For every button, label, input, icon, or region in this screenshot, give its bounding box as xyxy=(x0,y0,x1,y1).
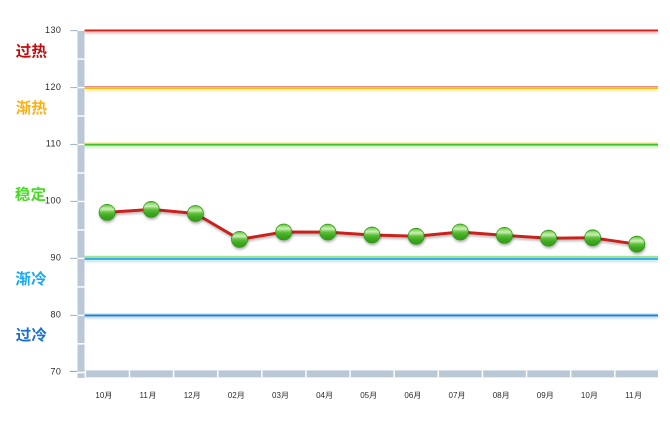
svg-text:90: 90 xyxy=(50,253,61,263)
svg-text:10: 10 xyxy=(581,391,590,400)
svg-text:11: 11 xyxy=(140,391,149,400)
svg-text:04: 04 xyxy=(316,391,325,400)
svg-text:110: 110 xyxy=(46,139,62,149)
svg-text:05: 05 xyxy=(360,391,369,400)
svg-text:130: 130 xyxy=(45,25,61,35)
svg-text:03: 03 xyxy=(272,391,281,400)
svg-text:06: 06 xyxy=(404,391,413,400)
svg-text:12: 12 xyxy=(184,391,193,400)
svg-text:80: 80 xyxy=(50,310,61,320)
svg-text:120: 120 xyxy=(45,82,61,92)
svg-text:08: 08 xyxy=(493,391,502,400)
svg-text:02: 02 xyxy=(228,391,237,400)
svg-text:10: 10 xyxy=(95,391,104,400)
svg-text:70: 70 xyxy=(50,367,61,377)
svg-text:07: 07 xyxy=(449,391,458,400)
svg-text:100: 100 xyxy=(45,196,61,206)
svg-text:09: 09 xyxy=(537,391,546,400)
svg-text:11: 11 xyxy=(625,391,634,400)
